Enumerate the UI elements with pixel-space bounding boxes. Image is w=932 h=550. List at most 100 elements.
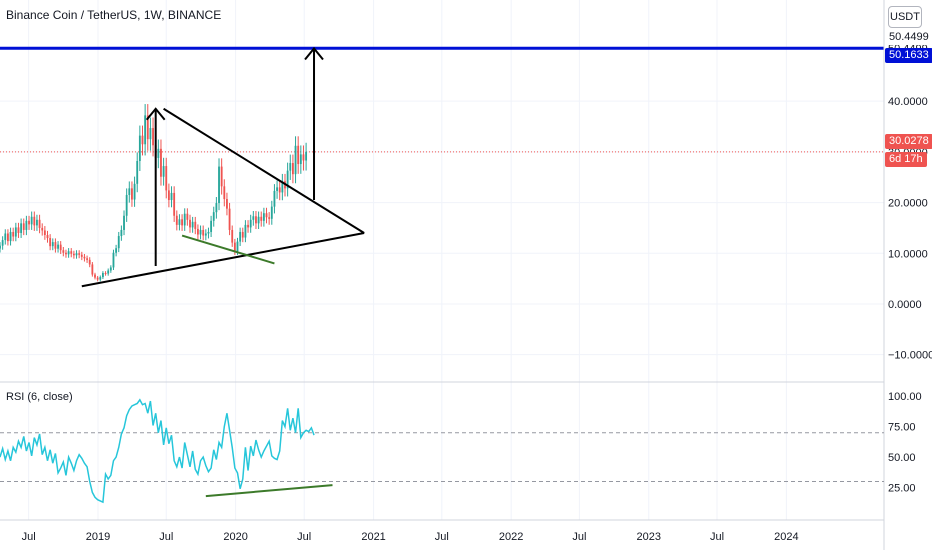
- candle-body: [101, 273, 104, 278]
- candle-body: [17, 227, 20, 233]
- candle-body: [262, 213, 265, 221]
- time-tick-label: 2021: [361, 531, 385, 543]
- candle-body: [30, 216, 33, 225]
- candle-body: [51, 242, 54, 247]
- candle-body: [268, 217, 271, 219]
- target-price-tag: 50.4499: [885, 30, 932, 45]
- candle-body: [286, 170, 289, 189]
- rsi-tick-label: 75.00: [888, 422, 916, 434]
- candle-body: [178, 219, 181, 225]
- candle-body: [305, 151, 308, 161]
- time-tick-label: Jul: [710, 531, 724, 543]
- candle-body: [157, 148, 160, 158]
- candle-body: [236, 241, 239, 252]
- candle-body: [123, 215, 125, 230]
- price-tick-label: 0.0000: [888, 299, 922, 311]
- candle-body: [218, 166, 220, 204]
- candle-body: [186, 213, 189, 220]
- candle-body: [0, 245, 1, 249]
- candle-body: [244, 224, 247, 238]
- candle-body: [14, 227, 17, 237]
- candle-body: [194, 221, 197, 229]
- candle-body: [196, 228, 199, 235]
- time-tick-label: Jul: [22, 531, 36, 543]
- candle-body: [212, 212, 215, 221]
- candle-body: [91, 264, 94, 275]
- candle-body: [88, 259, 91, 265]
- candle-body: [138, 135, 141, 161]
- grid: [0, 0, 884, 520]
- currency-button[interactable]: USDT: [888, 6, 922, 28]
- candle-body: [141, 135, 144, 145]
- candle-body: [220, 166, 223, 187]
- candle-body: [175, 215, 178, 225]
- candle-body: [149, 128, 152, 140]
- rsi-tick-label: 100.00: [888, 391, 922, 403]
- candle-body: [59, 244, 62, 251]
- candle-body: [276, 187, 278, 191]
- candle-body: [228, 208, 231, 230]
- candle-body: [207, 231, 210, 234]
- candle-body: [255, 216, 257, 224]
- candle-countdown-tag: 6d 17h: [885, 152, 927, 167]
- time-tick-label: 2020: [223, 531, 247, 543]
- rsi-axis[interactable]: 100.00 75.00 50.00 25.00: [888, 391, 922, 494]
- time-tick-label: Jul: [572, 531, 586, 543]
- candle-body: [270, 206, 273, 219]
- candle-body: [107, 270, 110, 274]
- time-tick-label: 2024: [774, 531, 798, 543]
- candle-body: [49, 238, 52, 247]
- candle-body: [144, 115, 147, 145]
- candle-body: [210, 220, 213, 232]
- candle-body: [94, 274, 96, 278]
- candle-body: [125, 194, 128, 216]
- candle-body: [152, 128, 154, 146]
- candle-body: [281, 181, 284, 193]
- time-tick-label: Jul: [159, 531, 173, 543]
- candle-body: [12, 231, 15, 237]
- candle-body: [62, 250, 65, 253]
- candle-body: [57, 244, 59, 249]
- candle-body: [278, 187, 281, 193]
- candle-body: [96, 277, 99, 280]
- candle-body: [133, 183, 136, 200]
- candle-body: [99, 277, 102, 280]
- candle-body: [54, 242, 57, 249]
- candle-body: [112, 252, 115, 268]
- rsi-tick-label: 25.00: [888, 483, 916, 495]
- candle-body: [20, 223, 23, 233]
- time-axis[interactable]: Jul 2019 Jul 2020 Jul 2021 Jul 2022 Jul 2023 Jul 20…: [22, 531, 799, 543]
- candle-body: [117, 236, 120, 249]
- price-tick-label: 40.0000: [888, 96, 928, 108]
- candle-body: [160, 148, 162, 177]
- candle-body: [239, 231, 242, 242]
- candle-body: [260, 216, 263, 221]
- candle-body: [67, 251, 70, 255]
- candle-body: [104, 273, 107, 275]
- triangle-upper-line: [163, 107, 365, 234]
- candle-body: [46, 235, 49, 239]
- candle-body: [233, 242, 236, 252]
- time-tick-label: 2019: [86, 531, 110, 543]
- candle-body: [223, 186, 226, 200]
- candle-body: [162, 166, 165, 177]
- candle-body: [297, 145, 300, 165]
- rsi-indicator-label[interactable]: RSI (6, close): [6, 391, 73, 403]
- candles: [0, 104, 308, 282]
- candle-body: [215, 203, 218, 213]
- candle-body: [257, 216, 260, 224]
- candle-body: [265, 213, 268, 218]
- candle-body: [170, 192, 173, 201]
- candle-body: [273, 190, 276, 207]
- chart-title: Binance Coin / TetherUS, 1W, BINANCE: [6, 8, 222, 22]
- candle-body: [183, 213, 186, 226]
- time-tick-label: Jul: [297, 531, 311, 543]
- candle-body: [43, 230, 46, 236]
- candle-body: [294, 145, 297, 175]
- candle-body: [9, 231, 12, 242]
- price-tick-label: 20.0000: [888, 198, 928, 210]
- candle-body: [302, 154, 305, 161]
- candle-body: [25, 220, 28, 230]
- candle-body: [38, 219, 41, 228]
